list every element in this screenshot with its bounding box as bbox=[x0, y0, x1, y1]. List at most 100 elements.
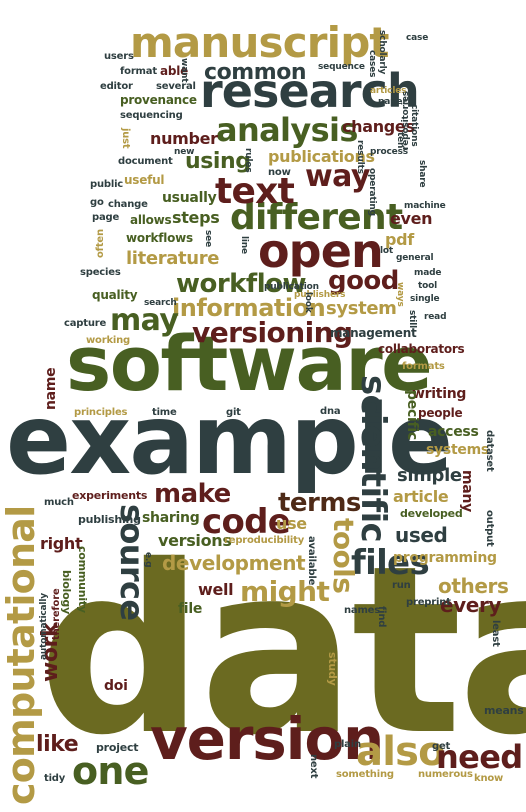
word-manuscript: manuscript bbox=[130, 18, 389, 67]
word-might: might bbox=[240, 575, 330, 608]
word-development: development bbox=[162, 551, 306, 575]
word-git: git bbox=[226, 407, 241, 418]
word-need: need bbox=[436, 738, 523, 776]
word-like: like bbox=[36, 732, 79, 757]
word-workflow: workflow bbox=[176, 269, 306, 299]
word-output: output bbox=[484, 510, 495, 547]
word-research: research bbox=[200, 64, 420, 118]
word-lot: lot bbox=[380, 246, 394, 256]
word-something: something bbox=[336, 769, 394, 780]
word-usually: usually bbox=[162, 190, 217, 206]
word-now: now bbox=[268, 167, 291, 178]
word-get: get bbox=[432, 741, 451, 752]
word-steps: steps bbox=[172, 208, 220, 227]
word-editor: editor bbox=[100, 81, 133, 92]
word-change: change bbox=[108, 199, 148, 210]
word-versions: versions bbox=[158, 531, 232, 550]
word-sequence: sequence bbox=[318, 62, 365, 72]
word-common: common bbox=[204, 60, 307, 85]
word-still: still bbox=[407, 310, 417, 329]
word-run: run bbox=[392, 580, 411, 591]
word-publishing: publishing bbox=[78, 513, 141, 526]
word-good: good bbox=[328, 266, 399, 296]
word-data: data bbox=[38, 516, 526, 786]
word-know: know bbox=[474, 773, 504, 784]
word-often: often bbox=[95, 229, 106, 258]
word-least: least bbox=[490, 620, 501, 647]
word-machine: machine bbox=[404, 201, 446, 211]
word-used: used bbox=[395, 523, 448, 547]
word-time: time bbox=[152, 407, 177, 418]
word-tidy: tidy bbox=[44, 773, 66, 784]
word-next: next bbox=[308, 754, 319, 779]
word-version: version bbox=[150, 705, 384, 773]
word-several: several bbox=[156, 81, 196, 92]
word-doi: doi bbox=[104, 678, 128, 694]
word-changes: changes bbox=[342, 117, 415, 136]
word-may: may bbox=[110, 303, 179, 338]
word-public: public bbox=[90, 179, 124, 190]
word-pdf: pdf bbox=[385, 230, 414, 249]
word-workflows: workflows bbox=[126, 231, 193, 245]
word-community: community bbox=[76, 546, 89, 613]
word-name: name bbox=[43, 367, 59, 410]
word-available: available bbox=[306, 536, 317, 586]
word-repositories: repositories bbox=[401, 91, 411, 150]
word-plain: plain bbox=[334, 739, 361, 750]
word-code: code bbox=[202, 502, 291, 542]
word-process: process bbox=[370, 147, 408, 157]
word-means: means bbox=[484, 704, 524, 717]
word-experiments: experiments bbox=[72, 489, 148, 502]
word-people: people bbox=[418, 406, 463, 420]
word-access: access bbox=[428, 424, 479, 440]
word-programming: programming bbox=[393, 550, 497, 566]
word-using: using bbox=[185, 149, 251, 174]
word-document: document bbox=[118, 156, 173, 167]
word-species: species bbox=[80, 267, 121, 278]
word-just: just bbox=[120, 128, 131, 149]
word-useful: useful bbox=[124, 173, 165, 187]
word-cases: cases bbox=[367, 50, 377, 78]
word-developed: developed bbox=[400, 507, 463, 520]
word-allows: allows bbox=[130, 213, 172, 227]
word-numerous: numerous bbox=[418, 769, 473, 780]
word-find: find bbox=[376, 606, 387, 628]
word-results: results bbox=[355, 140, 365, 174]
word-able: able bbox=[160, 64, 188, 78]
word-go: go bbox=[90, 197, 104, 208]
word-computational: computational bbox=[0, 505, 43, 805]
word-article: article bbox=[393, 487, 449, 506]
word-formats: formats bbox=[402, 361, 445, 372]
word-project: project bbox=[96, 741, 139, 754]
word-page: page bbox=[92, 212, 120, 223]
word-collaborators: collaborators bbox=[378, 342, 465, 356]
word-publishers: publishers bbox=[294, 290, 346, 300]
word-preprint: preprint bbox=[406, 597, 451, 608]
word-literature: literature bbox=[126, 248, 220, 269]
word-even: even bbox=[390, 209, 433, 228]
word-dna: dna bbox=[320, 406, 341, 417]
word-right: right bbox=[40, 534, 83, 553]
word-capture: capture bbox=[64, 318, 107, 329]
word-look: look bbox=[303, 292, 313, 313]
word-file: file bbox=[178, 601, 203, 617]
word-management: management bbox=[330, 326, 417, 340]
word-one: one bbox=[72, 749, 149, 793]
word-many: many bbox=[459, 470, 475, 513]
word-systems: systems bbox=[426, 442, 489, 458]
word-operating: operating bbox=[367, 168, 377, 216]
word-dataset: dataset bbox=[484, 430, 495, 472]
word-every: every bbox=[440, 593, 502, 617]
word-make: make bbox=[154, 479, 231, 509]
word-publications: publications bbox=[268, 147, 375, 166]
word-open: open bbox=[258, 224, 384, 278]
word-made: made bbox=[414, 268, 442, 278]
word-much: much bbox=[44, 497, 74, 508]
word-read: read bbox=[424, 312, 447, 322]
word-quality: quality bbox=[92, 288, 138, 302]
word-provenance: provenance bbox=[120, 93, 197, 107]
word-software: software bbox=[66, 319, 433, 408]
word-information: information bbox=[172, 294, 326, 322]
word-reproducibility: reproducibility bbox=[224, 535, 305, 546]
word-articles: articles bbox=[370, 86, 407, 96]
